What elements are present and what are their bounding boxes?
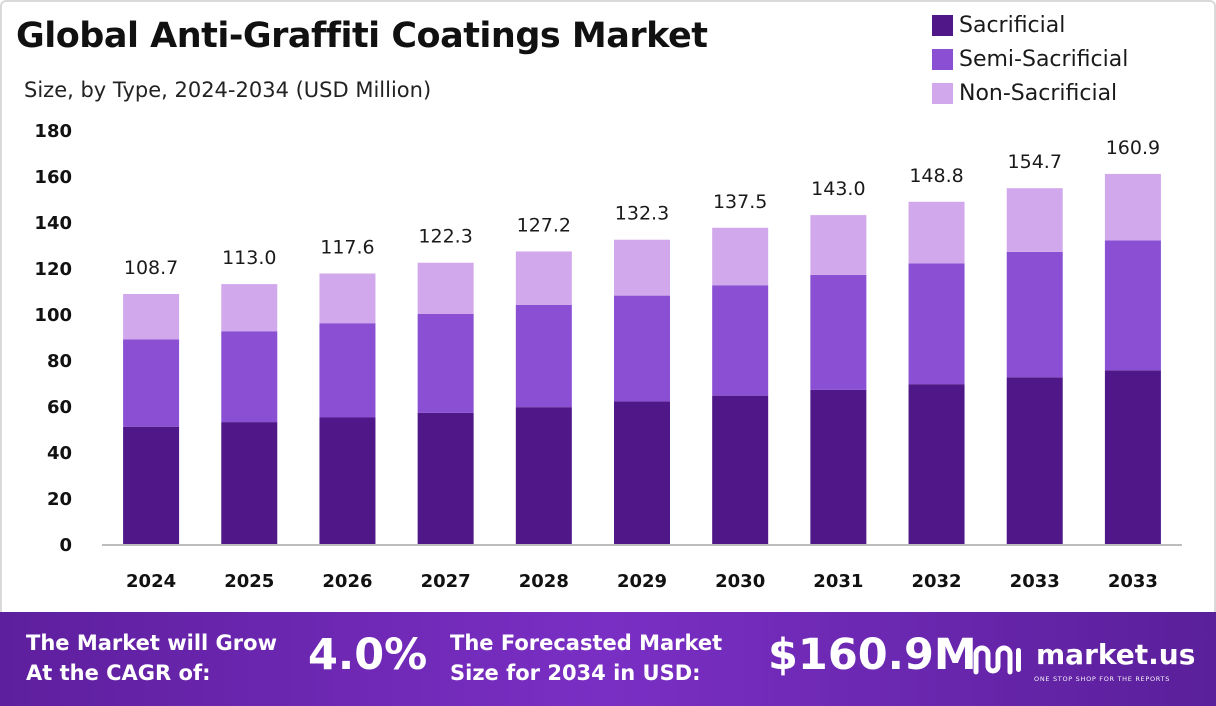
forecast-label: The Forecasted Market Size for 2034 in U…	[450, 628, 722, 688]
bar-total-label: 122.3	[418, 226, 472, 248]
chart-title: Global Anti-Graffiti Coatings Market	[16, 16, 708, 56]
x-tick-label: 2030	[715, 571, 765, 592]
forecast-value: $160.9M	[768, 630, 977, 680]
bar-segment-non-sacrificial	[417, 262, 474, 314]
chart-subtitle: Size, by Type, 2024-2034 (USD Million)	[24, 78, 432, 102]
legend-item-non-sacrificial: Non-Sacrificial	[932, 76, 1128, 110]
bar-segment-non-sacrificial	[1006, 188, 1063, 252]
bar-segment-non-sacrificial	[712, 227, 769, 286]
y-tick-label: 100	[34, 305, 72, 326]
bar-segment-semi-sacrificial	[712, 285, 769, 396]
y-tick-label: 120	[34, 259, 72, 280]
cagr-value: 4.0%	[308, 630, 428, 680]
bar-total-label: 160.9	[1106, 137, 1160, 159]
bar-segment-non-sacrificial	[908, 201, 965, 264]
bar-total-label: 117.6	[320, 237, 374, 259]
stacked-bar-chart: 0 20 40 60 80 100 120 140 160 180 108.7 2024 113.0 20…	[34, 121, 1182, 592]
bar-total-label: 108.7	[124, 257, 178, 279]
brand-name: market.us	[1036, 638, 1196, 671]
y-tick-label: 60	[47, 397, 72, 418]
bar-segment-non-sacrificial	[614, 239, 670, 296]
bar-total-label: 132.3	[615, 203, 669, 225]
bar-total-label: 137.5	[713, 191, 767, 213]
legend: Sacrificial Semi-Sacrificial Non-Sacrifi…	[932, 8, 1128, 110]
y-tick-label: 180	[34, 121, 72, 142]
y-tick-label: 160	[34, 167, 72, 188]
bar-segment-semi-sacrificial	[614, 295, 670, 402]
bar-segment-non-sacrificial	[515, 251, 572, 305]
x-tick-label: 2027	[421, 571, 471, 592]
bar-segment-sacrificial	[221, 422, 278, 544]
y-tick-label: 20	[47, 489, 72, 510]
bar-segment-sacrificial	[319, 417, 376, 544]
bar-segment-non-sacrificial	[810, 215, 867, 275]
legend-item-semi-sacrificial: Semi-Sacrificial	[932, 42, 1128, 76]
bar-segment-sacrificial	[417, 412, 474, 544]
bar-segment-non-sacrificial	[319, 273, 376, 324]
legend-swatch-non-sacrificial	[932, 82, 953, 104]
x-tick-label: 2032	[911, 571, 961, 592]
bar-segment-sacrificial	[614, 401, 670, 544]
bar-segment-semi-sacrificial	[1104, 240, 1161, 371]
bar-total-label: 154.7	[1008, 151, 1062, 173]
bar-total-label: 148.8	[909, 165, 963, 187]
cagr-label-line1: The Market will Grow	[26, 631, 277, 655]
bar-segment-sacrificial	[123, 426, 180, 544]
bar-total-label: 127.2	[517, 214, 571, 236]
market-us-logo-icon	[973, 645, 1021, 675]
bar-segment-semi-sacrificial	[319, 323, 376, 418]
legend-swatch-semi-sacrificial	[932, 48, 953, 70]
brand-tagline: ONE STOP SHOP FOR THE REPORTS	[1034, 675, 1171, 683]
x-tick-label: 2024	[126, 571, 176, 592]
legend-label-sacrificial: Sacrificial	[959, 12, 1066, 38]
bar-segment-semi-sacrificial	[908, 263, 965, 385]
legend-item-sacrificial: Sacrificial	[932, 8, 1128, 42]
bar-segment-non-sacrificial	[1104, 173, 1161, 241]
x-tick-label: 2031	[813, 571, 863, 592]
bar-total-label: 113.0	[222, 247, 276, 269]
x-tick-label: 2029	[617, 571, 667, 592]
bar-segment-sacrificial	[1104, 370, 1161, 544]
legend-label-semi-sacrificial: Semi-Sacrificial	[959, 46, 1129, 72]
bar-segment-semi-sacrificial	[417, 314, 474, 413]
bar-segment-non-sacrificial	[123, 293, 180, 340]
legend-swatch-sacrificial	[932, 14, 953, 36]
bar-segment-sacrificial	[712, 395, 769, 544]
forecast-label-line2: Size for 2034 in USD:	[450, 661, 701, 685]
bar-segment-semi-sacrificial	[221, 331, 278, 423]
cagr-label: The Market will Grow At the CAGR of:	[26, 628, 277, 688]
x-tick-label: 2025	[224, 571, 274, 592]
bar-segment-semi-sacrificial	[515, 304, 572, 408]
x-tick-label: 2033	[1010, 571, 1060, 592]
bar-segment-semi-sacrificial	[123, 339, 180, 427]
bar-segment-sacrificial	[1006, 377, 1063, 544]
y-tick-label: 40	[47, 443, 72, 464]
x-tick-label: 2028	[519, 571, 569, 592]
bar-segment-sacrificial	[908, 384, 965, 544]
bar-segment-sacrificial	[515, 407, 572, 544]
bar-segment-semi-sacrificial	[810, 274, 867, 390]
bar-total-label: 143.0	[811, 178, 865, 200]
bar-segment-sacrificial	[810, 389, 867, 544]
x-tick-label: 2033	[1108, 571, 1158, 592]
bar-segment-non-sacrificial	[221, 284, 278, 332]
summary-banner: The Market will Grow At the CAGR of: 4.0…	[0, 612, 1216, 706]
legend-label-non-sacrificial: Non-Sacrificial	[959, 80, 1118, 106]
y-tick-label: 0	[59, 535, 72, 556]
bar-segment-semi-sacrificial	[1006, 251, 1063, 378]
y-tick-label: 80	[47, 351, 72, 372]
forecast-label-line1: The Forecasted Market	[450, 631, 723, 655]
y-tick-label: 140	[34, 213, 72, 234]
x-tick-label: 2026	[322, 571, 372, 592]
cagr-label-line2: At the CAGR of:	[26, 661, 211, 685]
